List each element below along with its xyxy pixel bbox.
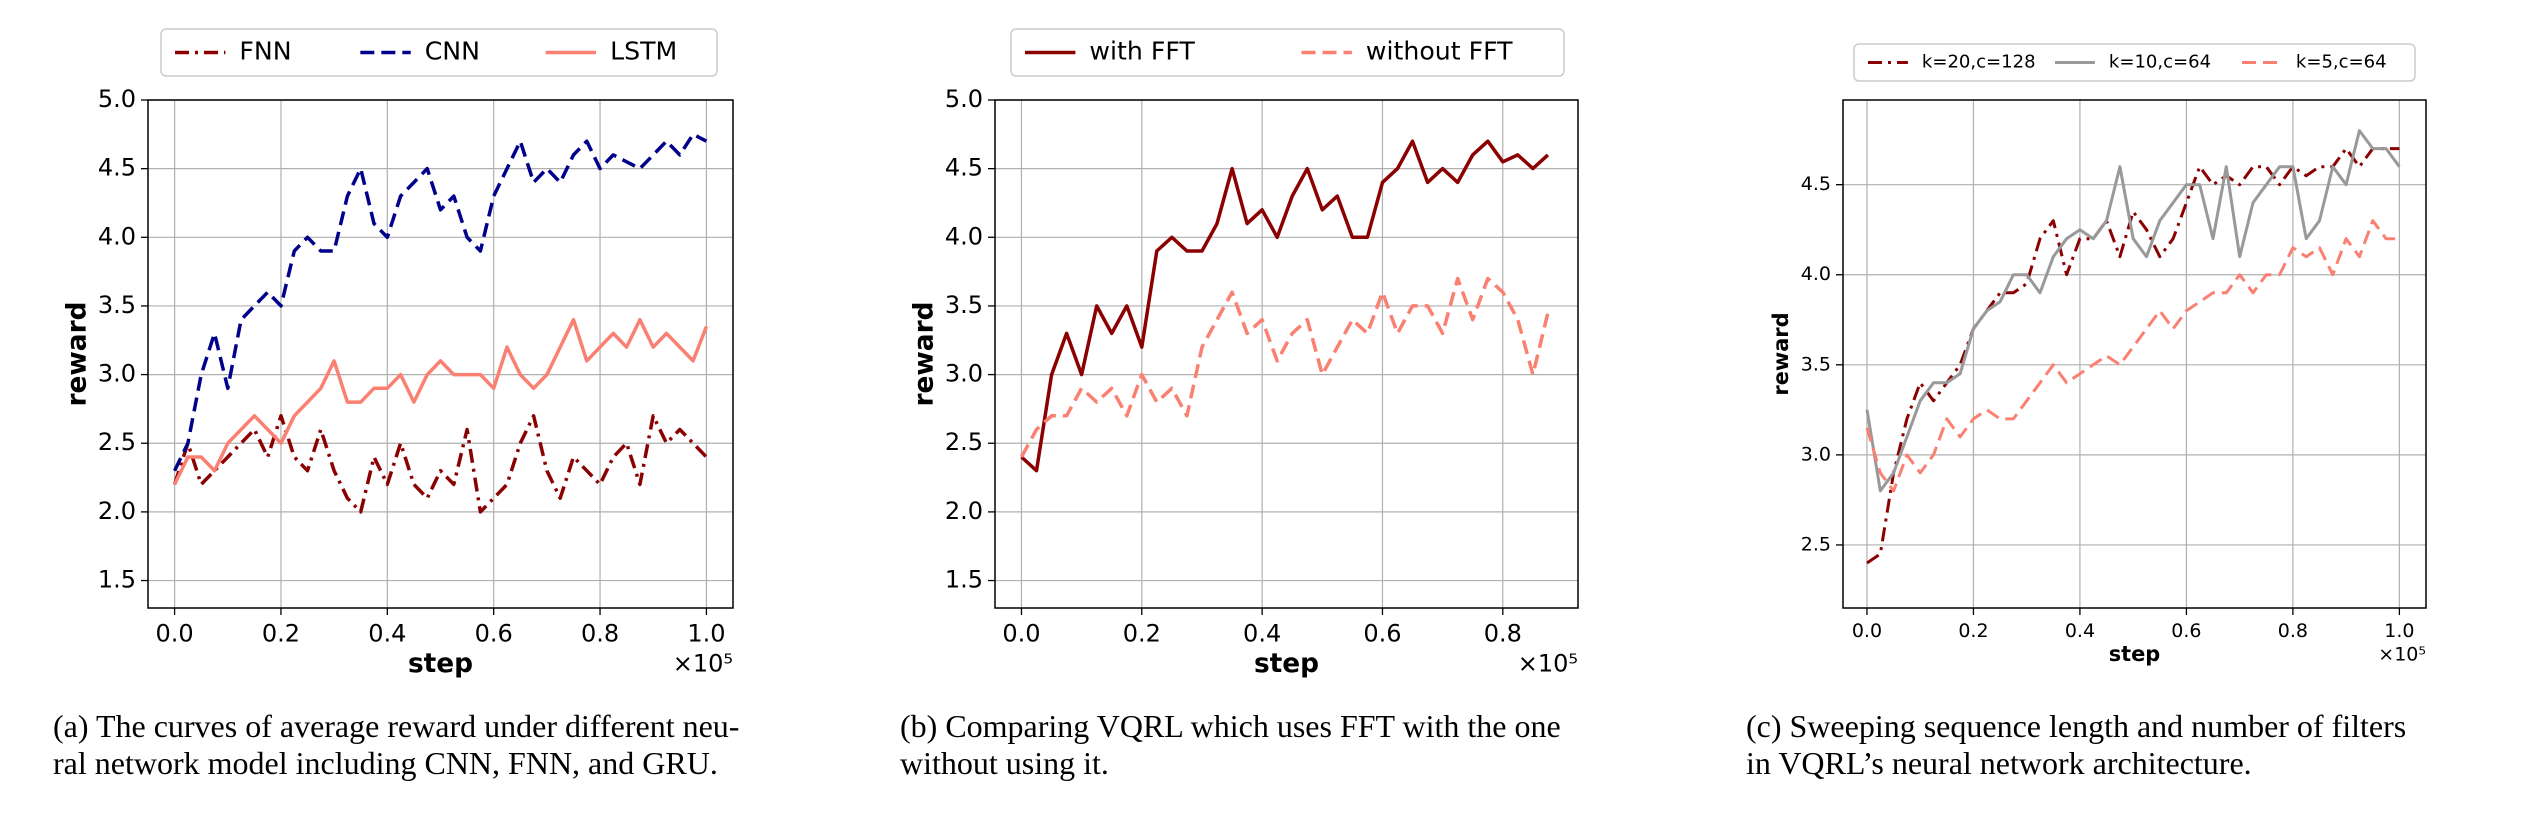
y-tick-label: 2.5 bbox=[945, 428, 983, 456]
caption: without using it. bbox=[900, 745, 1109, 781]
legend-box bbox=[160, 28, 718, 77]
data-line bbox=[173, 317, 709, 486]
y-tick-label: 2.0 bbox=[945, 497, 983, 525]
caption: in VQRL’s neural network architecture. bbox=[1746, 745, 2252, 781]
x-tick-label: 0.6 bbox=[475, 619, 513, 647]
x-tick-label: 0.8 bbox=[581, 619, 619, 647]
x-tick-label: 0.6 bbox=[2171, 620, 2201, 642]
y-axis-label: reward bbox=[909, 301, 940, 406]
data-line bbox=[1865, 129, 2401, 493]
x-tick-label: 0.4 bbox=[368, 619, 406, 647]
y-tick-label: 2.5 bbox=[1801, 533, 1831, 555]
y-tick-label: 5.0 bbox=[945, 85, 983, 113]
y-tick-label: 3.0 bbox=[1801, 443, 1831, 465]
data-line bbox=[1020, 139, 1550, 473]
caption: (b) Comparing VQRL which uses FFT with t… bbox=[900, 708, 1561, 744]
y-tick-label: 3.5 bbox=[945, 291, 983, 319]
x-tick-label: 1.0 bbox=[2384, 620, 2414, 642]
legend-label: k=20,c=128 bbox=[1922, 52, 2036, 73]
x-offset-label: ×10⁵ bbox=[2378, 644, 2426, 666]
x-offset-label: ×10⁵ bbox=[673, 649, 733, 677]
x-offset-label: ×10⁵ bbox=[1518, 649, 1578, 677]
legend-label: LSTM bbox=[610, 37, 677, 66]
x-tick-label: 0.2 bbox=[1958, 620, 1988, 642]
data-line bbox=[1019, 276, 1550, 458]
chart: 1.5 2.0 2.5 3.0 3.5 4.0 4.5 5.0 0.0 0.2 0.4 0.6 0.8 s… bbox=[900, 28, 1579, 781]
y-tick-label: 3.5 bbox=[1801, 353, 1831, 375]
x-tick-label: 0.4 bbox=[2065, 620, 2095, 642]
legend-label: CNN bbox=[425, 37, 480, 66]
data-line bbox=[1865, 219, 2400, 493]
y-tick-label: 4.5 bbox=[98, 154, 136, 182]
x-tick-label: 0.2 bbox=[1123, 619, 1161, 647]
x-tick-label: 0.0 bbox=[1002, 619, 1040, 647]
chart: 2.5 3.0 3.5 4.0 4.5 0.0 0.2 0.4 0.6 0.8 1.0 step ×10… bbox=[1746, 43, 2427, 781]
chart: 1.5 2.0 2.5 3.0 3.5 4.0 4.5 5.0 0.0 0.2 0.4 0.6 0.8 1… bbox=[53, 28, 739, 781]
y-axis-label: reward bbox=[62, 301, 93, 406]
y-tick-label: 4.5 bbox=[1801, 173, 1831, 195]
caption: ral network model including CNN, FNN, an… bbox=[53, 745, 718, 781]
x-axis-label: step bbox=[2109, 642, 2161, 666]
plot-frame bbox=[147, 99, 734, 609]
y-tick-label: 3.0 bbox=[98, 360, 136, 388]
x-tick-label: 0.8 bbox=[1484, 619, 1522, 647]
y-tick-label: 4.0 bbox=[1801, 263, 1831, 285]
legend-label: with FFT bbox=[1089, 37, 1195, 66]
legend-label: FNN bbox=[239, 37, 291, 66]
legend-label: k=10,c=64 bbox=[2109, 52, 2211, 73]
y-tick-label: 4.5 bbox=[945, 154, 983, 182]
x-axis-label: step bbox=[1254, 648, 1319, 679]
plot-frame bbox=[994, 99, 1579, 609]
caption: (a) The curves of average reward under d… bbox=[53, 708, 739, 744]
x-tick-label: 0.6 bbox=[1363, 619, 1401, 647]
data-line bbox=[172, 414, 708, 514]
y-tick-label: 2.5 bbox=[98, 428, 136, 456]
legend-box bbox=[1010, 28, 1565, 77]
x-tick-label: 0.2 bbox=[262, 619, 300, 647]
y-tick-label: 3.0 bbox=[945, 360, 983, 388]
legend-label: without FFT bbox=[1366, 37, 1513, 66]
y-tick-label: 3.5 bbox=[98, 291, 136, 319]
y-axis-label: reward bbox=[1769, 312, 1793, 395]
y-tick-label: 4.0 bbox=[945, 222, 983, 250]
x-tick-label: 0.0 bbox=[1852, 620, 1882, 642]
legend-label: k=5,c=64 bbox=[2296, 52, 2387, 73]
y-tick-label: 4.0 bbox=[98, 222, 136, 250]
y-tick-label: 1.5 bbox=[945, 566, 983, 594]
y-tick-label: 2.0 bbox=[98, 497, 136, 525]
y-tick-label: 1.5 bbox=[98, 566, 136, 594]
x-tick-label: 0.4 bbox=[1243, 619, 1281, 647]
data-line bbox=[1866, 147, 2400, 565]
y-tick-label: 5.0 bbox=[98, 85, 136, 113]
x-tick-label: 1.0 bbox=[687, 619, 725, 647]
x-axis-label: step bbox=[408, 648, 473, 679]
x-tick-label: 0.8 bbox=[2278, 620, 2308, 642]
data-line bbox=[173, 132, 708, 472]
legend-box bbox=[1853, 43, 2416, 82]
x-tick-label: 0.0 bbox=[156, 619, 194, 647]
plot-frame bbox=[1842, 99, 2427, 609]
caption: (c) Sweeping sequence length and number … bbox=[1746, 708, 2406, 744]
